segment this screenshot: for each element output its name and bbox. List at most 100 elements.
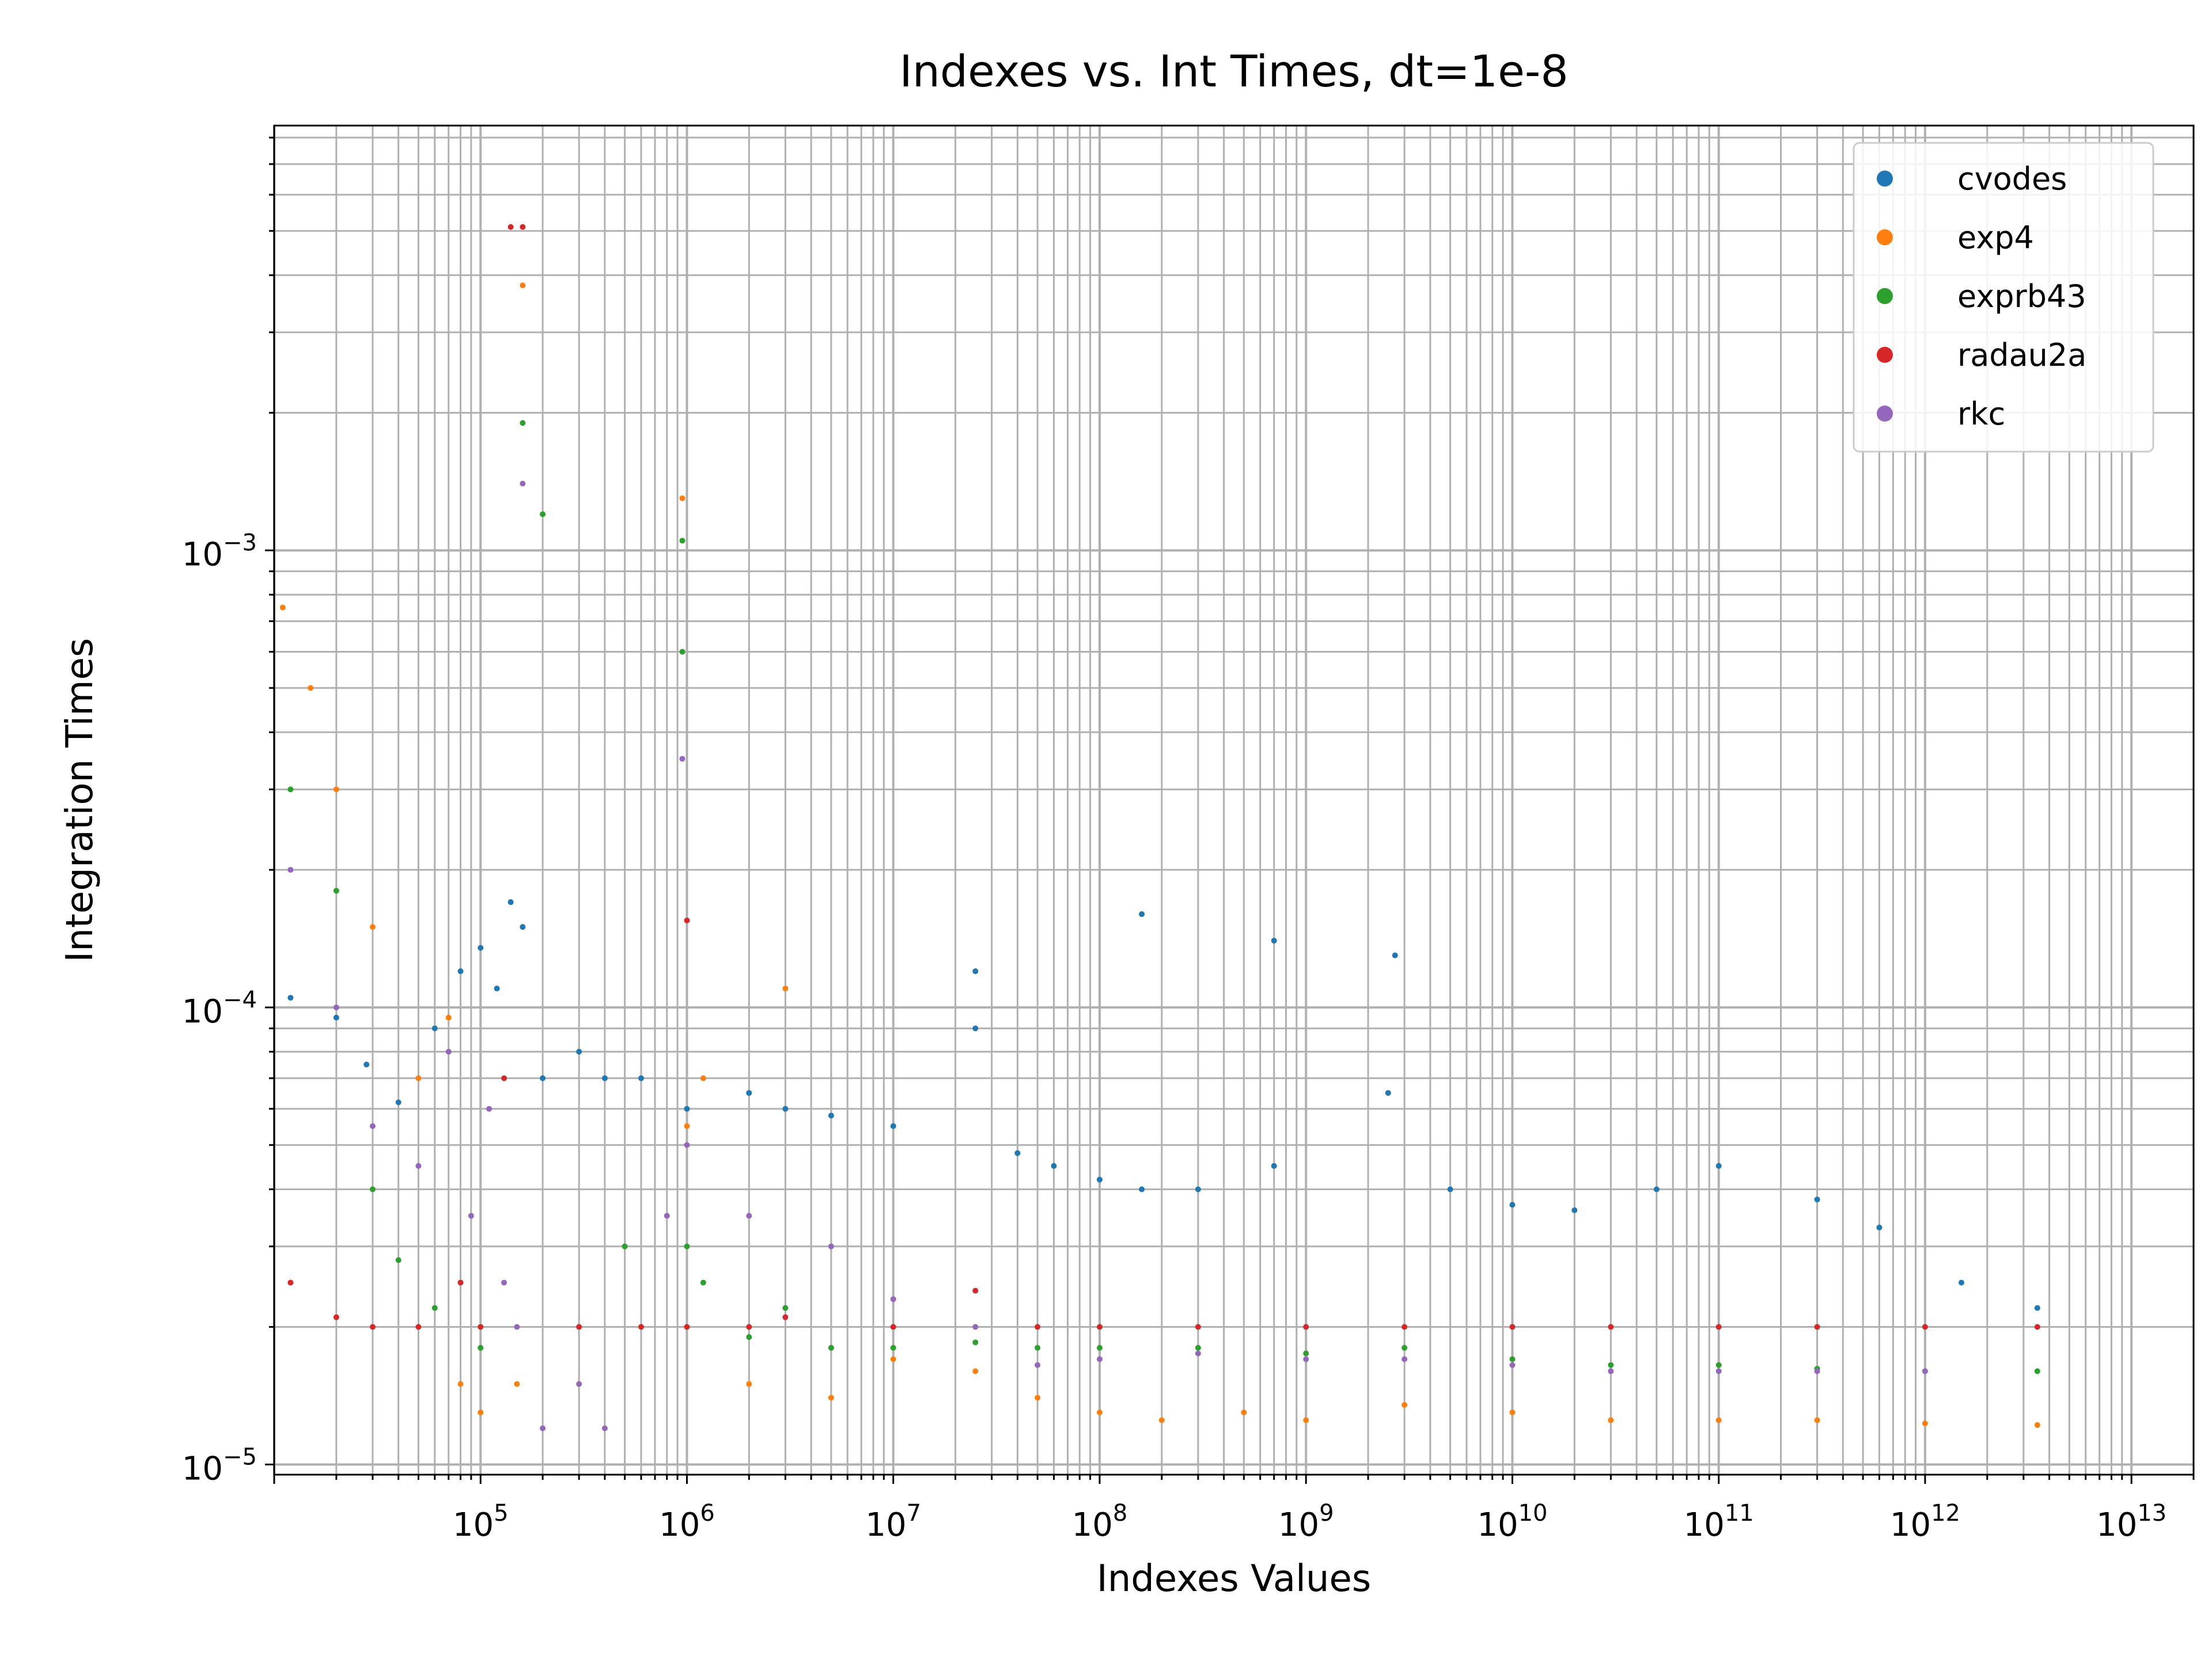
- data-point-exp4: [1814, 1417, 1820, 1423]
- data-point-exprb43: [1608, 1362, 1614, 1368]
- legend-label-exp4: exp4: [1957, 219, 2034, 256]
- data-point-cvodes: [601, 1075, 608, 1081]
- data-point-radau2a: [507, 224, 514, 230]
- data-point-radau2a: [1922, 1324, 1928, 1330]
- x-tick-label: 1012: [1890, 1500, 1960, 1544]
- data-point-exp4: [1035, 1395, 1041, 1401]
- data-point-radau2a: [576, 1324, 582, 1330]
- data-point-cvodes: [333, 1014, 339, 1021]
- data-point-cvodes: [1571, 1207, 1578, 1213]
- data-point-rkc: [1608, 1368, 1614, 1374]
- data-point-rkc: [1814, 1368, 1820, 1374]
- data-point-radau2a: [520, 224, 526, 230]
- data-point-exp4: [1096, 1409, 1103, 1415]
- data-point-exprb43: [287, 786, 294, 793]
- data-point-radau2a: [1096, 1324, 1103, 1330]
- data-point-rkc: [501, 1279, 507, 1286]
- legend-marker-cvodes: [1877, 171, 1893, 187]
- data-point-rkc: [468, 1213, 474, 1219]
- data-point-exprb43: [1195, 1344, 1201, 1351]
- data-point-radau2a: [890, 1324, 896, 1330]
- data-point-cvodes: [1876, 1224, 1883, 1230]
- data-point-rkc: [1715, 1368, 1722, 1374]
- data-point-cvodes: [431, 1025, 438, 1032]
- data-point-exp4: [333, 786, 339, 793]
- data-point-rkc: [520, 480, 526, 487]
- data-point-cvodes: [1447, 1186, 1453, 1192]
- x-tick-label: 108: [1072, 1500, 1128, 1544]
- plot-frame: [273, 124, 2195, 1476]
- data-point-radau2a: [1715, 1324, 1722, 1330]
- data-point-radau2a: [684, 1324, 690, 1330]
- data-point-rkc: [415, 1163, 422, 1169]
- data-point-radau2a: [1402, 1324, 1408, 1330]
- data-point-radau2a: [684, 917, 690, 923]
- data-point-exp4: [782, 986, 789, 992]
- data-point-exp4: [1715, 1417, 1722, 1423]
- data-point-rkc: [890, 1296, 896, 1302]
- data-point-radau2a: [782, 1314, 789, 1320]
- y-tick-label: 10−5: [182, 1444, 257, 1487]
- data-point-exp4: [520, 282, 526, 289]
- data-point-exp4: [746, 1381, 752, 1387]
- series-cvodes: [287, 899, 2040, 1311]
- x-tick-label: 1010: [1477, 1500, 1547, 1544]
- data-point-exprb43: [478, 1344, 484, 1351]
- data-point-exp4: [1509, 1409, 1516, 1415]
- data-point-exprb43: [622, 1243, 628, 1249]
- data-point-cvodes: [1195, 1186, 1201, 1192]
- data-point-exprb43: [540, 511, 546, 517]
- data-point-exprb43: [679, 537, 685, 544]
- series-rkc: [287, 480, 1928, 1431]
- data-point-exp4: [890, 1356, 896, 1362]
- data-point-exprb43: [431, 1305, 438, 1311]
- x-tick-label: 106: [659, 1500, 715, 1544]
- data-point-cvodes: [1096, 1176, 1103, 1183]
- data-point-exp4: [972, 1368, 979, 1374]
- data-point-cvodes: [494, 986, 500, 992]
- data-point-cvodes: [1653, 1186, 1660, 1192]
- data-point-exp4: [1608, 1417, 1614, 1423]
- data-point-exp4: [478, 1409, 484, 1415]
- data-point-cvodes: [638, 1075, 645, 1081]
- x-tick-label: 107: [865, 1500, 921, 1544]
- data-point-exp4: [1402, 1402, 1408, 1408]
- data-point-rkc: [972, 1324, 979, 1330]
- data-point-radau2a: [746, 1324, 752, 1330]
- data-point-radau2a: [638, 1324, 645, 1330]
- data-point-radau2a: [333, 1314, 339, 1320]
- y-tick-label: 10−4: [182, 987, 257, 1031]
- data-point-radau2a: [415, 1324, 422, 1330]
- data-point-cvodes: [1139, 911, 1145, 917]
- data-point-exprb43: [1715, 1362, 1722, 1368]
- data-point-radau2a: [287, 1279, 294, 1286]
- data-point-exprb43: [369, 1186, 376, 1192]
- points-layer: [279, 224, 2040, 1431]
- data-point-exprb43: [1035, 1344, 1041, 1351]
- data-point-exprb43: [1303, 1350, 1309, 1357]
- data-point-radau2a: [1814, 1324, 1820, 1330]
- data-point-exprb43: [972, 1339, 979, 1346]
- data-point-exprb43: [746, 1334, 752, 1340]
- data-point-rkc: [540, 1425, 546, 1431]
- data-point-rkc: [486, 1105, 493, 1112]
- data-point-cvodes: [972, 1025, 979, 1032]
- data-point-rkc: [601, 1425, 608, 1431]
- data-point-cvodes: [478, 945, 484, 951]
- y-tick-label: 10−3: [182, 529, 257, 573]
- data-point-radau2a: [478, 1324, 484, 1330]
- data-point-cvodes: [507, 899, 514, 906]
- data-point-cvodes: [1051, 1163, 1057, 1169]
- data-point-cvodes: [457, 968, 464, 975]
- data-point-rkc: [514, 1324, 520, 1330]
- data-point-cvodes: [287, 995, 294, 1001]
- data-point-rkc: [1509, 1362, 1516, 1368]
- legend-box: [1853, 142, 2154, 453]
- data-point-radau2a: [1195, 1324, 1201, 1330]
- chart-title: Indexes vs. Int Times, dt=1e-8: [899, 46, 1568, 97]
- series-exprb43: [287, 420, 2040, 1374]
- legend-marker-exprb43: [1877, 288, 1893, 304]
- x-axis-ticks: 105 106 107 108 109 1010 1011 1012 1013: [273, 1475, 2195, 1544]
- data-point-exprb43: [395, 1257, 402, 1263]
